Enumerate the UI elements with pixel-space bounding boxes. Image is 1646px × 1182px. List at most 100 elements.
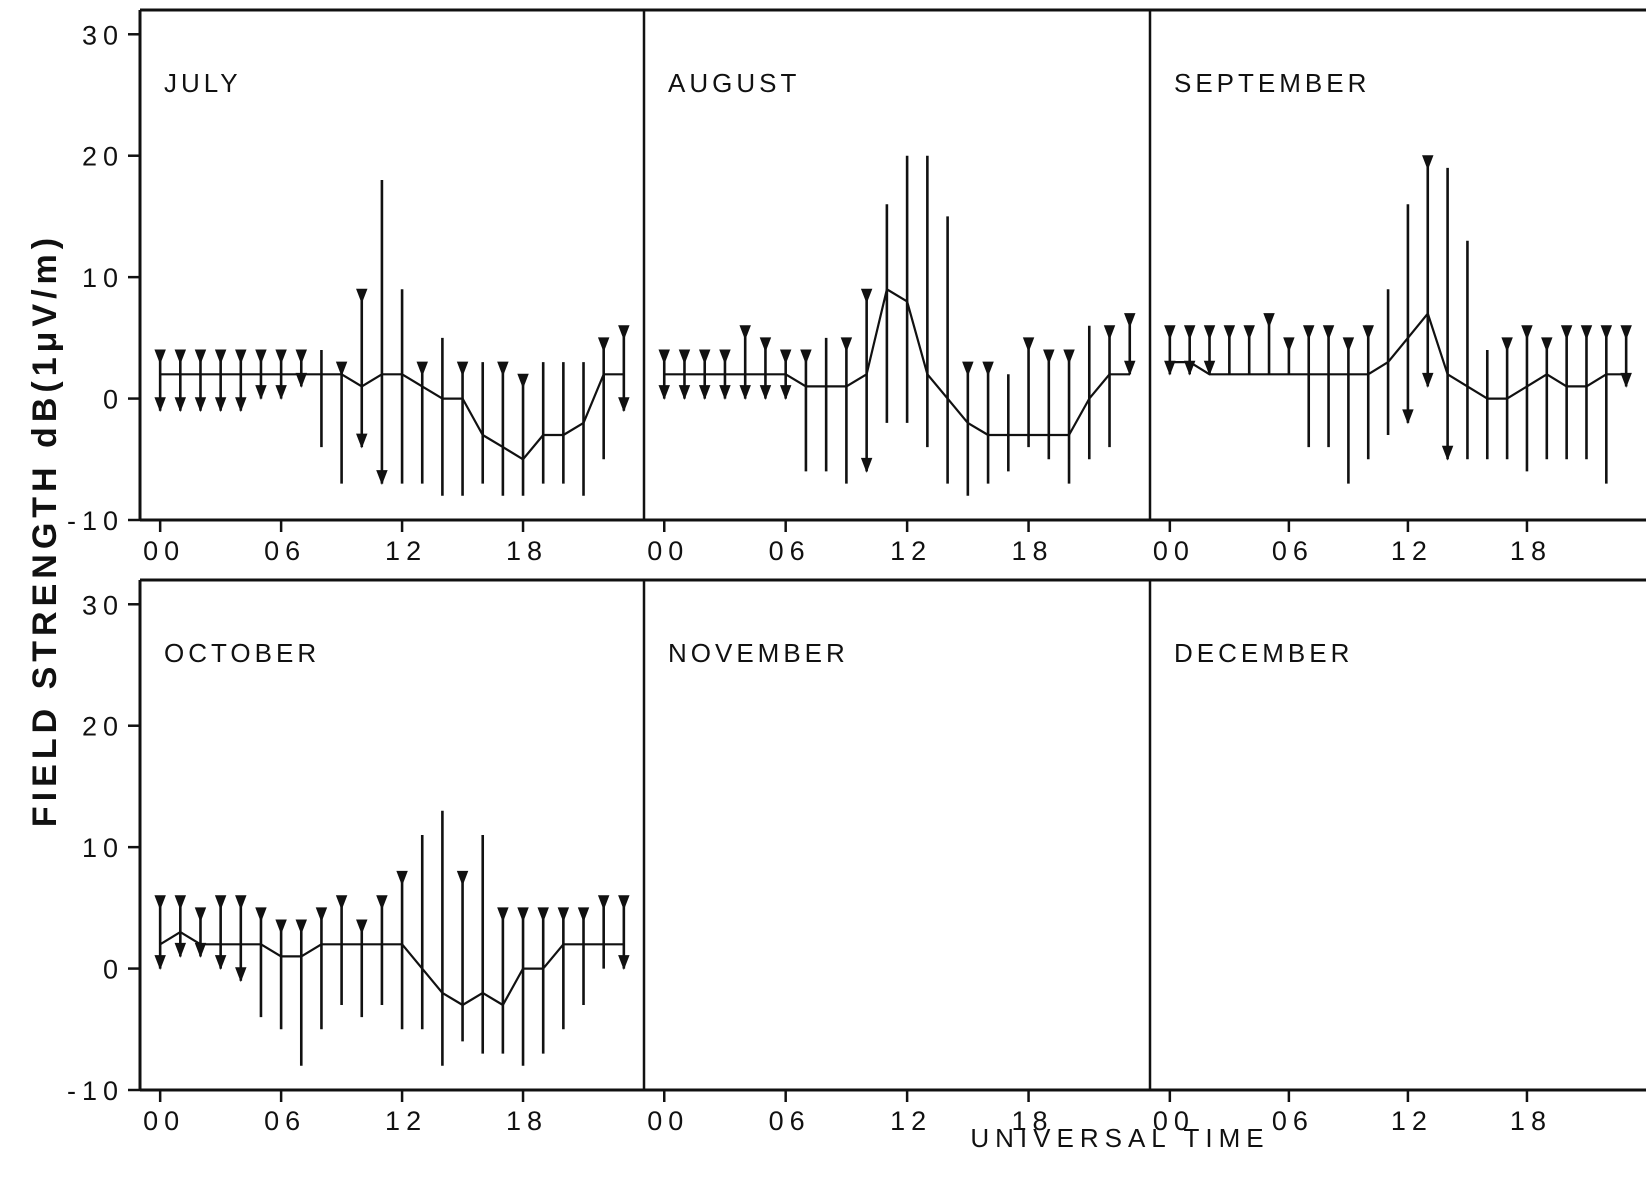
y-tick-label: 10 [82,263,124,293]
panel-december: DECEMBER [1174,638,1353,668]
upper-arrowhead [235,895,247,911]
upper-arrowhead [1322,325,1335,341]
upper-arrowhead [416,361,428,377]
upper-arrowhead [1223,325,1236,341]
y-tick-label: 20 [82,712,124,742]
lower-arrowhead [214,397,227,413]
x-tick-label: 00 [143,1106,185,1136]
lower-arrowhead [1402,409,1414,425]
y-tick-label: 10 [82,833,124,863]
x-tick-label: 06 [769,1106,811,1136]
lower-arrowhead [1124,360,1136,376]
upper-arrowhead [1521,325,1533,341]
x-tick-label: 00 [1153,536,1195,566]
panel-september: SEPTEMBER [1164,68,1632,484]
y-tick-label: 0 [103,955,124,985]
upper-arrowhead [1620,325,1632,341]
lower-arrowhead [356,433,368,449]
upper-arrowhead [335,895,348,911]
upper-arrowhead [214,895,227,911]
upper-arrowhead [214,349,227,365]
upper-arrowhead [194,907,207,923]
x-tick-label: 12 [890,536,932,566]
panel-november: NOVEMBER [668,638,849,668]
upper-arrowhead [1501,337,1513,353]
month-label: AUGUST [668,68,800,98]
lower-arrowhead [1422,372,1434,388]
upper-arrowhead [255,907,267,923]
y-tick-label: 30 [82,20,124,50]
upper-arrowhead [356,288,368,304]
y-axis-title: FIELD STRENGTH dB(1μV/m) [26,233,64,827]
upper-arrowhead [597,895,610,911]
upper-arrowhead [154,895,166,911]
upper-arrowhead [800,349,812,365]
lower-arrowhead [376,470,388,485]
upper-arrowhead [597,337,610,353]
upper-arrowhead [456,870,469,886]
median-line [1169,312,1627,400]
y-tick-label: -10 [67,506,124,536]
x-tick-label: 06 [1272,1106,1314,1136]
y-tick-label: 0 [103,385,124,415]
upper-arrowhead [1022,337,1035,353]
upper-arrowhead [1342,337,1355,353]
median-line [159,930,624,1007]
median-line [160,373,624,461]
x-tick-label: 12 [385,536,427,566]
y-tick-label: 20 [82,142,124,172]
median-line [664,288,1130,437]
x-tick-label: 18 [1510,1106,1552,1136]
upper-arrowhead [335,361,348,377]
upper-arrowhead [962,361,974,377]
lower-arrowhead [618,397,630,413]
upper-arrowhead [1302,325,1315,341]
lower-arrowhead [658,385,670,400]
x-tick-label: 06 [1272,536,1314,566]
x-tick-label: 12 [385,1106,427,1136]
month-label: NOVEMBER [668,638,849,668]
lower-arrowhead [154,397,166,413]
upper-arrowhead [860,288,873,304]
x-tick-label: 18 [506,1106,548,1136]
x-tick-label: 18 [1510,536,1552,566]
x-tick-label: 12 [1391,536,1433,566]
upper-arrowhead [1183,325,1196,341]
month-label: DECEMBER [1174,638,1353,668]
lower-arrowhead [618,955,630,970]
upper-arrowhead [376,895,388,911]
lower-arrowhead [860,457,873,473]
upper-arrowhead [1063,349,1075,365]
panel-august: AUGUST [658,68,1136,496]
upper-arrowhead [618,325,630,341]
upper-arrowhead [678,349,691,365]
x-tick-label: 00 [1153,1106,1195,1136]
x-tick-label: 06 [264,1106,306,1136]
y-tick-label: 30 [82,590,124,620]
x-axis-title: UNIVERSAL TIME [970,1123,1269,1153]
lower-arrowhead [174,942,187,958]
upper-arrowhead [1263,313,1275,328]
upper-arrowhead [396,870,408,886]
upper-arrowhead [557,907,570,923]
lower-arrowhead [719,385,731,400]
upper-arrowhead [1043,349,1055,365]
month-label: SEPTEMBER [1174,68,1370,98]
upper-arrowhead [315,907,328,923]
upper-arrowhead [295,919,308,935]
upper-arrowhead [174,349,187,365]
upper-arrowhead [1422,155,1434,171]
upper-arrowhead [517,373,529,389]
upper-arrowhead [1243,325,1255,341]
upper-arrowhead [497,361,509,377]
upper-arrowhead [658,349,670,365]
x-tick-label: 18 [1012,1106,1054,1136]
upper-arrowhead [537,907,549,923]
upper-arrowhead [255,349,267,365]
lower-arrowhead [275,385,287,400]
x-tick-label: 12 [1391,1106,1433,1136]
lower-arrowhead [235,397,247,413]
month-label: OCTOBER [164,638,320,668]
upper-arrowhead [154,349,166,365]
